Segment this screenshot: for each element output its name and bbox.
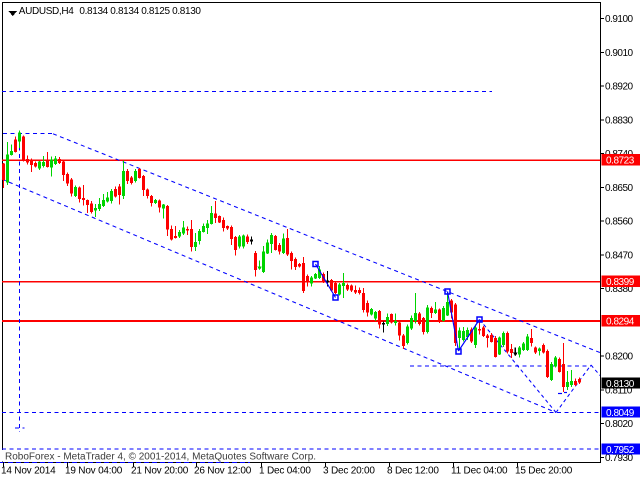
svg-text:0.8020: 0.8020 — [605, 419, 634, 430]
svg-text:0.8830: 0.8830 — [605, 115, 634, 126]
svg-text:0.7930: 0.7930 — [605, 453, 634, 464]
svg-text:26 Nov 12:00: 26 Nov 12:00 — [194, 466, 252, 477]
svg-text:8 Dec 12:00: 8 Dec 12:00 — [387, 466, 439, 477]
svg-text:RoboForex - MetaTrader 4, © 20: RoboForex - MetaTrader 4, © 2001-2014, M… — [5, 452, 316, 463]
svg-text:0.8380: 0.8380 — [605, 284, 634, 295]
svg-text:11 Dec 04:00: 11 Dec 04:00 — [451, 466, 508, 477]
svg-text:0.8294: 0.8294 — [606, 317, 635, 328]
svg-text:0.8130: 0.8130 — [606, 379, 635, 390]
svg-text:0.8200: 0.8200 — [605, 352, 634, 363]
svg-text:0.8399: 0.8399 — [606, 277, 635, 288]
svg-text:3 Dec 20:00: 3 Dec 20:00 — [323, 466, 375, 477]
svg-text:0.9010: 0.9010 — [605, 48, 634, 59]
svg-text:0.8134 0.8134 0.8125 0.8130: 0.8134 0.8134 0.8125 0.8130 — [79, 6, 201, 17]
svg-text:0.8470: 0.8470 — [605, 250, 634, 261]
svg-text:0.8920: 0.8920 — [605, 82, 634, 93]
svg-text:0.8723: 0.8723 — [606, 156, 635, 167]
svg-text:0.8110: 0.8110 — [605, 385, 633, 396]
svg-text:15 Dec 20:00: 15 Dec 20:00 — [515, 466, 573, 477]
svg-text:0.7952: 0.7952 — [606, 445, 635, 456]
svg-text:21 Nov 20:00: 21 Nov 20:00 — [131, 466, 189, 477]
svg-text:0.9100: 0.9100 — [605, 14, 634, 25]
svg-text:0.8650: 0.8650 — [605, 183, 634, 194]
svg-text:1 Dec 04:00: 1 Dec 04:00 — [259, 466, 311, 477]
svg-text:0.8560: 0.8560 — [605, 217, 634, 228]
svg-text:AUDUSD,H4: AUDUSD,H4 — [19, 6, 74, 17]
svg-text:0.8049: 0.8049 — [606, 408, 635, 419]
svg-text:19 Nov 04:00: 19 Nov 04:00 — [65, 466, 123, 477]
svg-text:14 Nov 2014: 14 Nov 2014 — [1, 466, 56, 477]
